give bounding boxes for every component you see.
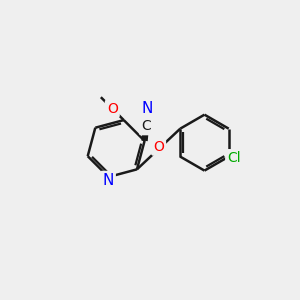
Text: C: C — [141, 119, 151, 133]
Text: O: O — [107, 102, 118, 116]
Text: O: O — [153, 140, 164, 154]
Text: N: N — [102, 173, 114, 188]
Text: Cl: Cl — [227, 151, 241, 165]
Text: N: N — [142, 101, 153, 116]
